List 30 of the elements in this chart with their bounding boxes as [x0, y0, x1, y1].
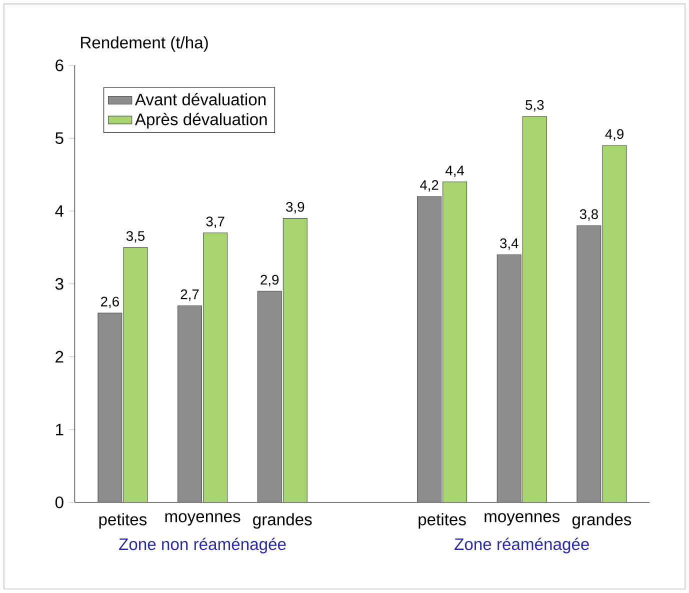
data-label: 4,9 — [605, 129, 624, 141]
data-label: 3,8 — [580, 209, 598, 221]
data-label: 4,4 — [446, 166, 464, 178]
x-tick-label: moyennes — [165, 513, 240, 526]
data-label: 2,9 — [260, 274, 279, 286]
y-axis-title: Rendement (t/ha) — [81, 36, 208, 52]
y-tick-label: 0 — [55, 496, 64, 508]
data-label: 5,3 — [526, 100, 544, 112]
data-label: 4,2 — [420, 180, 438, 192]
y-tick-label: 1 — [56, 424, 64, 436]
data-label: 3,5 — [126, 231, 145, 243]
y-tick-label: 6 — [56, 60, 64, 72]
y-tick-label: 3 — [55, 278, 64, 290]
data-label: 3,4 — [500, 238, 518, 250]
data-label: 3,7 — [206, 216, 224, 228]
y-tick-label: 4 — [55, 205, 64, 217]
x-tick-label: petites — [418, 513, 466, 529]
x-tick-label: grandes — [572, 513, 632, 529]
y-tick-label: 5 — [55, 132, 64, 144]
data-label: 3,9 — [286, 202, 304, 214]
x-tick-label: petites — [99, 513, 147, 529]
x-tick-label: moyennes — [484, 513, 560, 526]
data-label: 2,7 — [180, 289, 199, 301]
data-label: 2,6 — [101, 296, 119, 308]
legend-label: Avant dévaluation — [134, 93, 266, 106]
y-tick-label: 2 — [56, 350, 64, 363]
text: Zone non réaménagée — [119, 538, 286, 554]
x-tick-label: grandes — [253, 513, 312, 529]
legend-label: Après dévaluation — [134, 112, 267, 129]
text: Zone réaménagée — [454, 538, 589, 554]
